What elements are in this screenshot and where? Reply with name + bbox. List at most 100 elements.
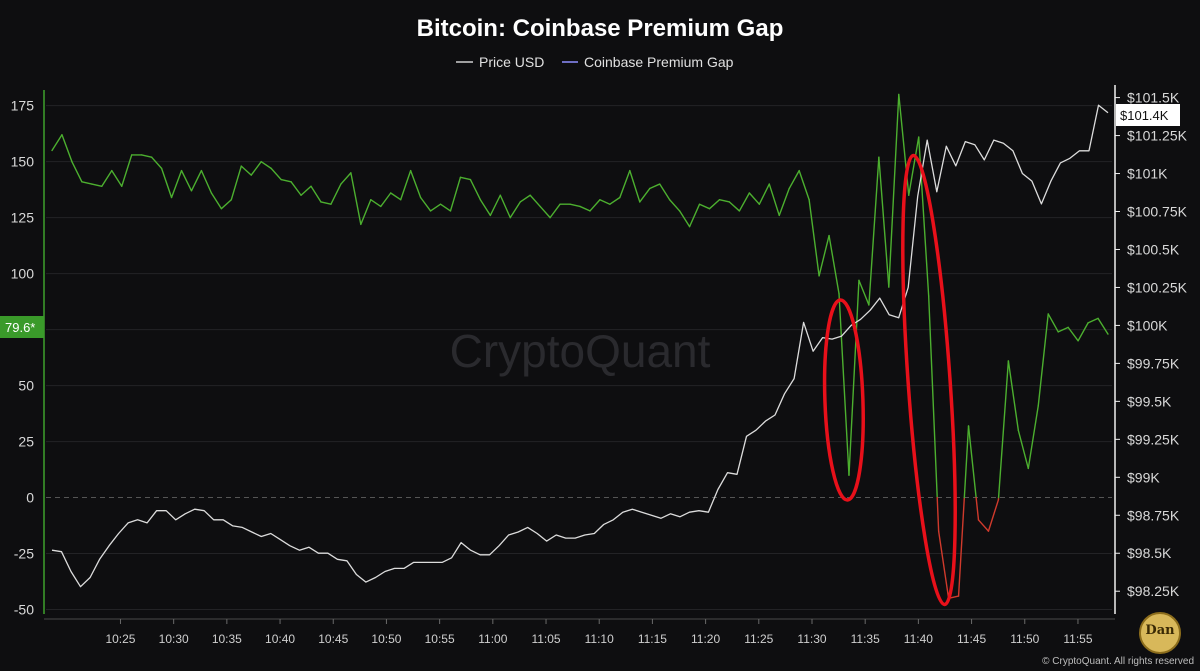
series-premium-gap (51, 93, 1109, 600)
watermark: CryptoQuant (450, 325, 711, 377)
premium-gap-segment (619, 169, 631, 199)
premium-gap-segment (848, 279, 860, 476)
right-tick-label: $98.5K (1127, 545, 1172, 561)
premium-gap-segment (509, 201, 521, 219)
premium-gap-segment (748, 192, 761, 205)
premium-gap-segment (320, 201, 332, 205)
premium-gap-segment (190, 169, 203, 192)
premium-gap-segment (658, 183, 671, 201)
premium-gap-segment (963, 425, 970, 499)
logo-badge: Dan (1139, 612, 1181, 654)
premium-gap-segment (71, 160, 83, 183)
premium-gap-segment (350, 172, 362, 226)
premium-gap-segment (668, 199, 681, 212)
legend-gap-label[interactable]: Coinbase Premium Gap (584, 54, 734, 70)
premium-gap-segment (718, 199, 731, 203)
premium-gap-segment (975, 496, 980, 521)
grid-lines (46, 105, 1112, 611)
premium-gap-segment (708, 199, 721, 210)
premium-gap-segment (121, 154, 133, 187)
premium-gap-segment (180, 169, 193, 192)
premium-gap-segment (469, 178, 482, 201)
premium-gap-segment (230, 165, 242, 201)
premium-gap-segment (936, 496, 940, 532)
right-tick-label: $98.25K (1127, 583, 1180, 599)
premium-gap-segment (150, 156, 163, 170)
right-current-badge: $101.4K (1116, 104, 1180, 126)
premium-gap-segment (1047, 313, 1059, 333)
left-tick-label: -50 (14, 602, 34, 618)
left-tick-label: -25 (14, 546, 34, 562)
premium-gap-segment (1087, 317, 1099, 324)
premium-gap-segment (140, 154, 153, 158)
legend-price-label[interactable]: Price USD (479, 54, 544, 70)
premium-gap-segment (1067, 326, 1079, 342)
legend[interactable]: Price USD Coinbase Premium Gap (456, 54, 734, 70)
x-tick-label: 10:55 (425, 632, 455, 646)
premium-gap-segment (160, 167, 173, 199)
premium-gap-segment (370, 199, 382, 208)
premium-gap-segment (280, 178, 292, 183)
premium-gap-segment (529, 194, 541, 208)
premium-gap-segment (101, 169, 113, 187)
premium-gap-segment (170, 169, 183, 199)
left-tick-label: 50 (18, 378, 34, 394)
premium-gap-segment (340, 172, 352, 185)
premium-gap-segment (270, 167, 282, 181)
premium-gap-segment (360, 199, 372, 226)
right-tick-label: $100K (1127, 317, 1168, 333)
premium-gap-segment (200, 169, 213, 194)
x-tick-label: 11:40 (904, 632, 933, 646)
premium-gap-segment (569, 203, 581, 208)
premium-gap-segment (927, 295, 938, 499)
premium-gap-segment (489, 194, 502, 217)
premium-gap-segment (967, 425, 977, 499)
premium-gap-segment (828, 234, 840, 295)
left-tick-label: 0 (26, 490, 34, 506)
premium-gap-segment (479, 199, 492, 217)
premium-gap-segment (688, 203, 701, 228)
x-tick-label: 11:55 (1063, 632, 1092, 646)
series-price-usd (51, 104, 1109, 588)
premium-gap-segment (111, 169, 123, 187)
premium-gap-segment (579, 205, 591, 212)
left-tick-label: 150 (11, 154, 35, 170)
x-tick-label: 10:25 (105, 632, 135, 646)
price-usd-line (51, 104, 1109, 588)
premium-gap-segment (888, 93, 900, 288)
right-tick-label: $99.25K (1127, 431, 1180, 447)
premium-gap-segment (629, 169, 641, 203)
x-tick-label: 11:35 (851, 632, 880, 646)
premium-gap-segment (778, 187, 790, 217)
premium-gap-segment (678, 210, 691, 228)
premium-gap-segment (91, 183, 103, 187)
premium-gap-segment (808, 199, 820, 277)
premium-gap-segment (330, 183, 342, 205)
premium-gap-segment (51, 134, 63, 152)
premium-gap-segment (937, 530, 950, 600)
x-tick-label: 10:45 (318, 632, 348, 646)
premium-gap-segment (210, 192, 223, 210)
premium-gap-segment (310, 185, 322, 203)
premium-gap-segment (499, 194, 511, 219)
premium-gap-segment (987, 499, 1000, 532)
premium-gap-segment (698, 203, 711, 210)
premium-gap-segment (519, 194, 531, 203)
premium-gap-segment (1097, 317, 1109, 335)
right-tick-label: $100.75K (1127, 204, 1188, 220)
premium-gap-segment (449, 176, 462, 212)
left-tick-label: 125 (11, 210, 35, 226)
x-tick-label: 11:30 (797, 632, 826, 646)
x-tick-label: 11:20 (691, 632, 720, 646)
right-tick-label: $99.75K (1127, 355, 1180, 371)
x-tick-label: 10:50 (371, 632, 401, 646)
highlight-ellipse (901, 153, 957, 607)
premium-gap-segment (758, 183, 770, 205)
x-tick-label: 11:05 (531, 632, 560, 646)
premium-gap-segment (1037, 313, 1049, 407)
premium-gap-segment (639, 187, 651, 203)
right-tick-label: $98.75K (1127, 507, 1180, 523)
x-tick-label: 11:10 (585, 632, 614, 646)
premium-gap-segment (419, 196, 432, 212)
